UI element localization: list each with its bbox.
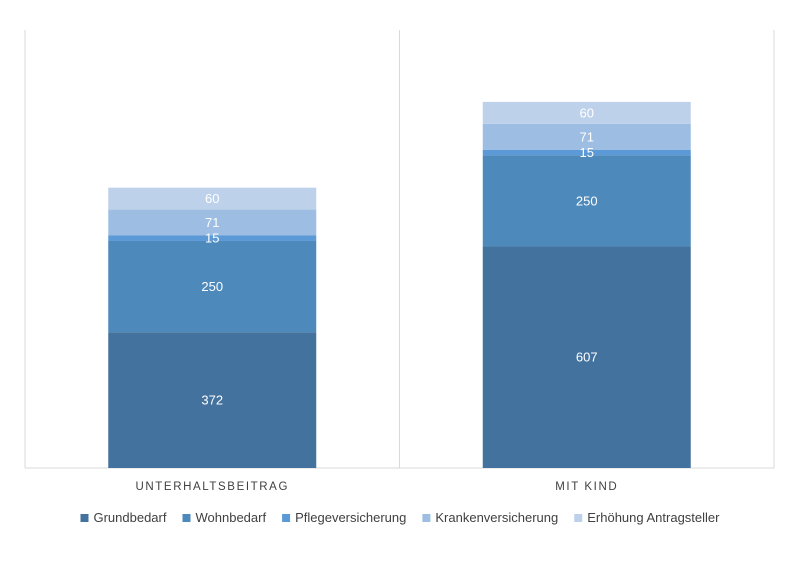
data-label: 607 <box>576 350 598 365</box>
bar-segment-grundbedarf <box>108 332 317 468</box>
bar-segment-grundbedarf <box>482 246 691 468</box>
data-label: 71 <box>205 215 219 230</box>
bar-segment-pflegeversicherung <box>108 235 317 241</box>
legend-label: Grundbedarf <box>93 510 166 525</box>
bar-segment-wohnbedarf <box>482 155 691 247</box>
x-tick-label: UNTERHALTSBEITRAG <box>135 481 289 493</box>
bar-segment-erh-hung-antragsteller <box>482 101 691 124</box>
bars-layer <box>108 101 691 468</box>
data-label: 15 <box>580 145 594 160</box>
legend-marker <box>282 514 291 522</box>
bar-segment-krankenversicherung <box>108 209 317 236</box>
x-axis-tick-labels: UNTERHALTSBEITRAG MIT KIND <box>135 481 618 493</box>
bar-segment-erh-hung-antragsteller <box>108 187 317 210</box>
legend-label: Erhöhung Antragsteller <box>587 510 720 525</box>
legend: Grundbedarf Wohnbedarf Pflegeversicherung K… <box>80 510 720 525</box>
data-label: 15 <box>205 231 219 246</box>
legend-label: Krankenversicherung <box>435 510 558 525</box>
legend-marker <box>574 514 583 522</box>
legend-label: Pflegeversicherung <box>295 510 406 525</box>
data-label: 372 <box>201 393 223 408</box>
legend-marker <box>80 514 89 522</box>
data-label: 60 <box>205 191 219 206</box>
x-tick-label: MIT KIND <box>555 481 618 493</box>
bar-segment-wohnbedarf <box>108 240 317 333</box>
data-label: 60 <box>580 105 594 120</box>
legend-marker <box>422 514 431 522</box>
data-label: 71 <box>580 129 594 144</box>
bar-segment-krankenversicherung <box>482 123 691 150</box>
bar-segment-pflegeversicherung <box>482 149 691 156</box>
legend-label: Wohnbedarf <box>195 510 266 525</box>
data-label: 250 <box>201 279 223 294</box>
data-label: 250 <box>576 193 598 208</box>
legend-marker <box>182 514 191 522</box>
